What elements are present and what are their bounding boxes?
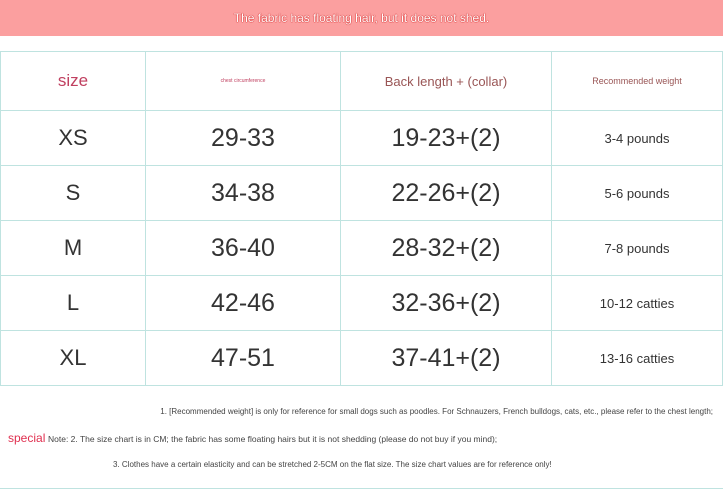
special-label: special: [8, 431, 46, 445]
header-row: size chest circumference Back length + (…: [0, 51, 723, 111]
cell-chest: 36-40: [145, 220, 341, 276]
header-size: size: [0, 51, 146, 111]
cell-size: XL: [0, 330, 146, 386]
table-row: XL 47-51 37-41+(2) 13-16 catties: [0, 330, 723, 386]
banner: The fabric has floating hair, but it doe…: [0, 0, 723, 36]
cell-chest: 29-33: [145, 110, 341, 166]
cell-weight: 13-16 catties: [551, 330, 723, 386]
cell-back-length: 22-26+(2): [340, 165, 552, 221]
cell-chest: 34-38: [145, 165, 341, 221]
cell-back-length: 28-32+(2): [340, 220, 552, 276]
cell-chest: 42-46: [145, 275, 341, 331]
cell-size: M: [0, 220, 146, 276]
header-chest: chest circumference: [145, 51, 341, 111]
cell-chest: 47-51: [145, 330, 341, 386]
cell-size: S: [0, 165, 146, 221]
cell-weight: 3-4 pounds: [551, 110, 723, 166]
note-2: Note: 2. The size chart is in CM; the fa…: [48, 434, 498, 444]
note-1: 1. [Recommended weight] is only for refe…: [160, 407, 713, 416]
note-3: 3. Clothes have a certain elasticity and…: [113, 460, 552, 469]
table-row: XS 29-33 19-23+(2) 3-4 pounds: [0, 110, 723, 166]
cell-back-length: 19-23+(2): [340, 110, 552, 166]
table-row: S 34-38 22-26+(2) 5-6 pounds: [0, 165, 723, 221]
cell-back-length: 32-36+(2): [340, 275, 552, 331]
cell-weight: 7-8 pounds: [551, 220, 723, 276]
size-chart-table: size chest circumference Back length + (…: [0, 51, 723, 386]
header-weight: Recommended weight: [551, 51, 723, 111]
cell-weight: 5-6 pounds: [551, 165, 723, 221]
cell-size: XS: [0, 110, 146, 166]
notes: 1. [Recommended weight] is only for refe…: [0, 387, 723, 489]
cell-size: L: [0, 275, 146, 331]
table-row: M 36-40 28-32+(2) 7-8 pounds: [0, 220, 723, 276]
table-row: L 42-46 32-36+(2) 10-12 catties: [0, 275, 723, 331]
cell-back-length: 37-41+(2): [340, 330, 552, 386]
header-back-length: Back length + (collar): [340, 51, 552, 111]
cell-weight: 10-12 catties: [551, 275, 723, 331]
